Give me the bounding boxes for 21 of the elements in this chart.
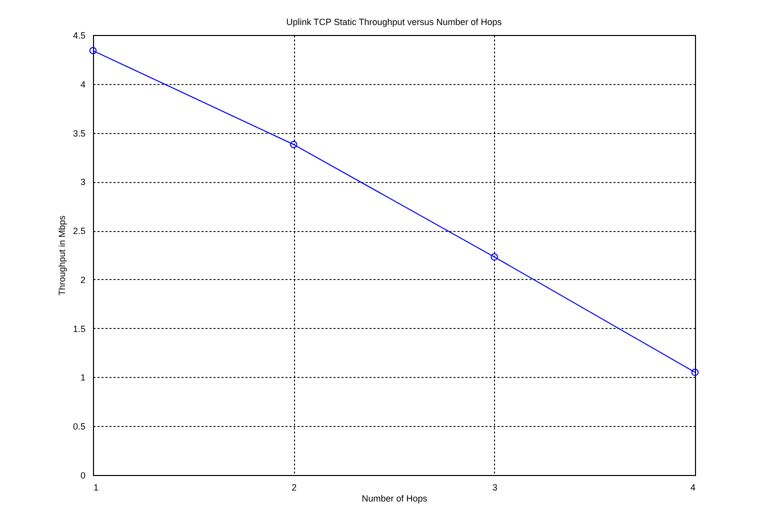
y-tick-label: 4.5 — [72, 30, 86, 40]
x-axis-title: Number of Hops — [362, 494, 428, 504]
y-tick-label: 0 — [80, 470, 86, 480]
point — [490, 253, 498, 261]
y-tick-label: 2 — [80, 274, 86, 285]
y-tick-label: 1.5 — [72, 324, 86, 334]
y-tick-label: 1 — [80, 372, 86, 383]
x-tick-label: 1 — [94, 482, 99, 492]
y-axis-title: Throughput in Mbps — [56, 214, 67, 296]
y-tick-label: 4 — [80, 79, 86, 90]
x-tick-label: 4 — [690, 482, 696, 492]
point — [290, 140, 298, 148]
x-tick-label: 2 — [292, 482, 297, 492]
y-tick-label: 3 — [80, 177, 86, 188]
y-tick-label: 2.5 — [72, 226, 86, 236]
x-tick-label: 3 — [492, 482, 498, 492]
point — [691, 368, 699, 376]
point — [89, 46, 97, 54]
y-tick-label: 0.5 — [72, 422, 86, 432]
y-tick-label: 3.5 — [72, 128, 86, 138]
chart-title: Uplink TCP Static Throughput versus Number of Hops — [286, 17, 502, 27]
